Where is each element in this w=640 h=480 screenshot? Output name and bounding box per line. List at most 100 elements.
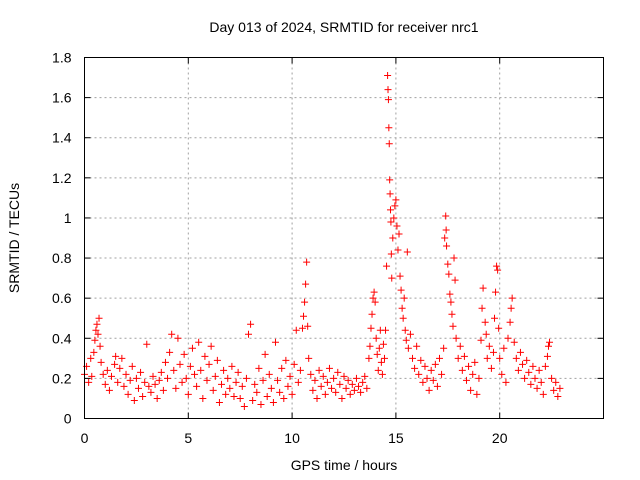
data-point [425,386,433,394]
y-tick-label: 1 [64,210,72,226]
data-point [222,390,230,398]
data-point [228,362,236,370]
axis-ticks [84,57,604,419]
data-point [377,358,385,366]
data-point [403,248,411,256]
data-point [519,360,527,368]
data-point [230,392,238,400]
data-point [87,354,95,362]
data-point [357,388,365,396]
data-point [404,344,412,352]
data-point [485,342,493,350]
data-point [446,290,454,298]
data-point [384,86,392,94]
data-point [462,376,470,384]
data-point [550,386,558,394]
data-point [97,358,105,366]
data-point [309,386,317,394]
data-point [483,354,491,362]
data-point [554,392,562,400]
data-point [458,366,466,374]
data-point [147,388,155,396]
data-point [186,362,194,370]
data-point [533,384,541,392]
data-point [303,258,311,266]
data-point [361,372,369,380]
data-point [375,344,383,352]
y-tick-label: 0.6 [52,290,72,306]
data-point [201,352,209,360]
data-point [195,338,203,346]
data-point [96,342,104,350]
data-point [471,358,479,366]
y-tick-label: 1.6 [52,90,72,106]
data-point [467,386,475,394]
data-point [359,378,367,386]
data-point [395,230,403,238]
data-point [161,358,169,366]
data-point [495,324,503,332]
data-point [442,226,450,234]
data-point [398,304,406,312]
data-point [401,326,409,334]
data-point [282,356,290,364]
data-point [261,350,269,358]
y-tick-label: 0.4 [52,330,72,346]
data-points [81,72,564,410]
data-point [394,246,402,254]
data-point [300,312,308,320]
data-point [105,386,113,394]
data-point [280,394,288,402]
data-point [365,354,373,362]
data-point [137,368,145,376]
data-point [539,390,547,398]
data-point [197,366,205,374]
data-point [510,338,518,346]
data-point [236,394,244,402]
chart-title: Day 013 of 2024, SRMTID for receiver nrc… [209,19,478,35]
data-point [302,280,310,288]
data-point [344,376,352,384]
data-point [494,266,502,274]
data-point [496,354,504,362]
data-point [523,356,531,364]
data-point [255,364,263,372]
data-point [188,344,196,352]
data-point [409,354,417,362]
data-point [92,326,100,334]
data-point [153,394,161,402]
data-point [90,348,98,356]
data-point [342,384,350,392]
x-axis-label: GPS time / hours [291,457,398,473]
data-point [433,382,441,390]
data-point [207,342,215,350]
data-point [178,378,186,386]
data-point [421,362,429,370]
plot-frame [84,57,604,419]
data-point [120,382,128,390]
data-point [218,380,226,388]
data-point [296,366,304,374]
data-point [348,380,356,388]
data-point [411,364,419,372]
data-point [366,342,374,350]
data-point [397,286,405,294]
data-point [134,384,142,392]
data-point [374,366,382,374]
data-point [380,354,388,362]
data-point [242,374,250,382]
data-point [417,356,425,364]
data-point [382,326,390,334]
data-point [393,222,401,230]
data-point [544,342,552,350]
data-point [276,388,284,396]
data-point [456,342,464,350]
data-point [251,380,259,388]
x-tick-labels: 0 5 10 15 20 [81,430,508,446]
data-point [257,400,265,408]
x-tick-label: 15 [388,430,404,446]
data-point [107,372,115,380]
x-tick-label: 10 [284,430,300,446]
data-point [149,372,157,380]
